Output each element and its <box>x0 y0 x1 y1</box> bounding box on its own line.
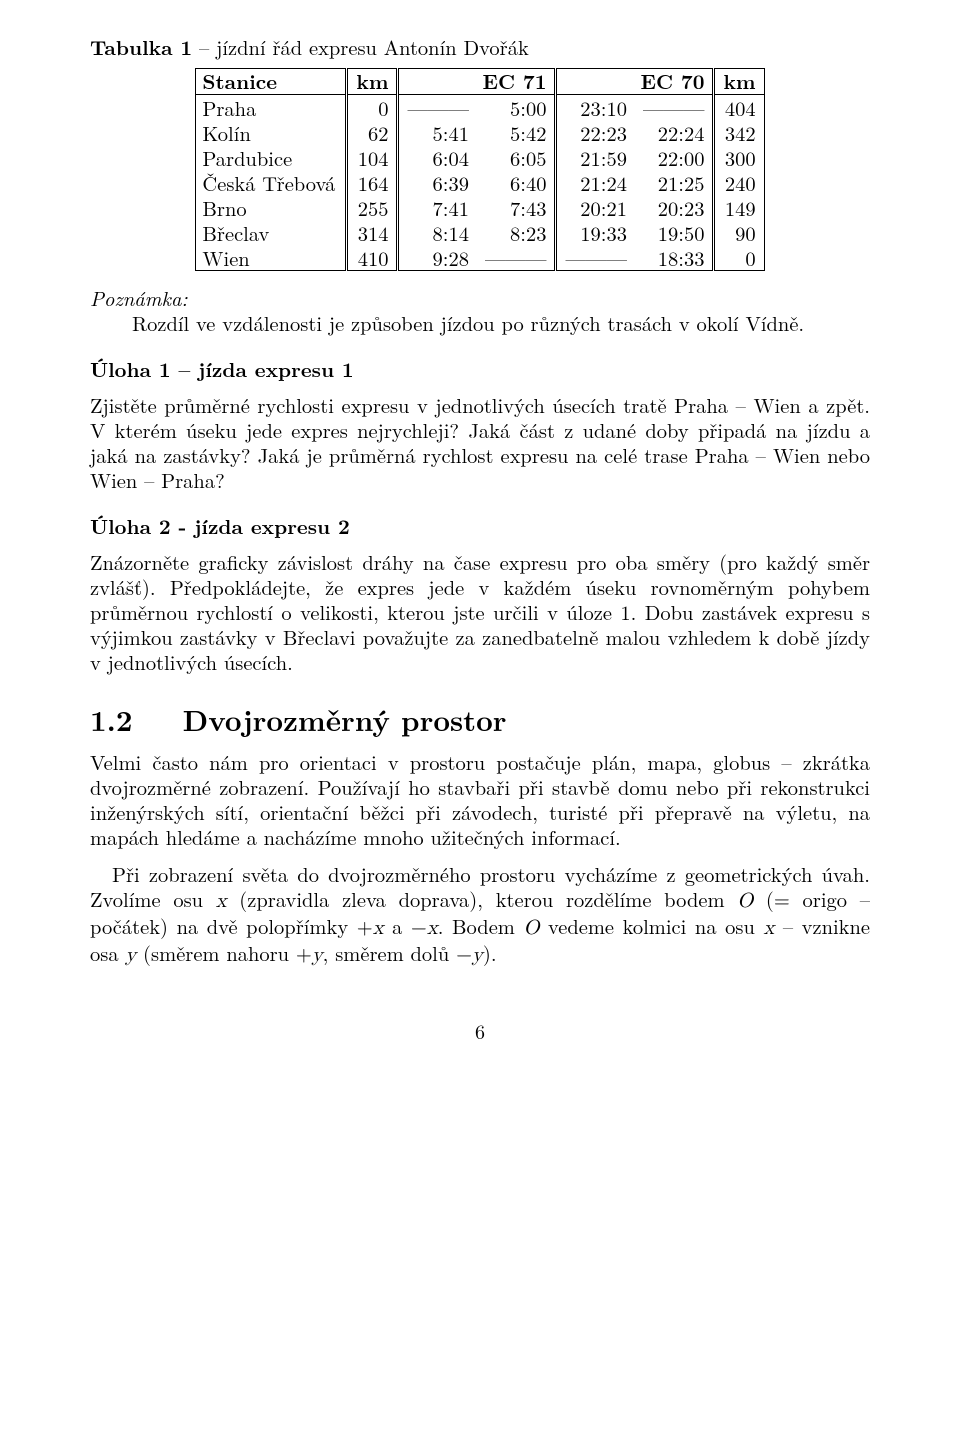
cell-ec70a: 20:21 <box>556 195 635 220</box>
p2-f: vedeme kolmici na osu <box>539 911 763 940</box>
uloha1-heading: Úloha 1 – jízda expresu 1 <box>90 357 870 382</box>
cell-ec71: 5:00 <box>477 95 556 121</box>
cell-ec71a: 6:04 <box>398 145 477 170</box>
p2-h: (směrem nahoru + <box>136 938 312 967</box>
th-stanice: Stanice <box>196 69 347 95</box>
p2-e: . Bodem <box>438 911 524 940</box>
section-title: Dvojrozměrný prostor <box>183 698 507 740</box>
cell-ec71a: 8:14 <box>398 220 477 245</box>
var-x: x <box>763 917 774 938</box>
table-row: Brno 255 7:41 7:43 20:21 20:23 149 <box>196 195 764 220</box>
uloha1-body: Zjistěte průměrné rychlosti expresu v je… <box>90 392 870 492</box>
cell-stanice: Břeclav <box>196 220 347 245</box>
th-km2: km <box>714 69 764 95</box>
cell-km1: 255 <box>347 195 398 220</box>
cell-km2: 342 <box>714 120 764 145</box>
cell-km2: 0 <box>714 245 764 271</box>
table-header-row: Stanice km EC 71 EC 70 km <box>196 69 764 95</box>
cell-km1: 0 <box>347 95 398 121</box>
th-ec70: EC 70 <box>556 69 714 95</box>
section-p1: Velmi často nám pro orientaci v prostoru… <box>90 749 870 849</box>
var-O: O <box>523 917 539 938</box>
var-x: x <box>427 917 438 938</box>
cell-km2: 240 <box>714 170 764 195</box>
cell-ec70d: 21:25 <box>635 170 714 195</box>
cell-ec71d: 5:42 <box>477 120 556 145</box>
note-block: Poznámka: Rozdíl ve vzdálenosti je způso… <box>90 285 870 335</box>
cell-km1: 62 <box>347 120 398 145</box>
cell-ec71a: 9:28 <box>398 245 477 271</box>
cell-stanice: Pardubice <box>196 145 347 170</box>
cell-dash: ——— <box>398 95 477 121</box>
table-row: Pardubice 104 6:04 6:05 21:59 22:00 300 <box>196 145 764 170</box>
table-caption: Tabulka 1 – jízdní řád expresu Antonín D… <box>90 34 870 60</box>
th-km1: km <box>347 69 398 95</box>
timetable: Stanice km EC 71 EC 70 km Praha 0 ——— 5:… <box>195 68 764 271</box>
cell-km1: 164 <box>347 170 398 195</box>
cell-km1: 410 <box>347 245 398 271</box>
cell-ec70d: 22:24 <box>635 120 714 145</box>
table-row: Kolín 62 5:41 5:42 22:23 22:24 342 <box>196 120 764 145</box>
cell-km1: 104 <box>347 145 398 170</box>
table-row: Břeclav 314 8:14 8:23 19:33 19:50 90 <box>196 220 764 245</box>
var-y: y <box>125 944 136 965</box>
table-row: Praha 0 ——— 5:00 23:10 ——— 404 <box>196 95 764 121</box>
var-y: y <box>472 944 483 965</box>
cell-km2: 90 <box>714 220 764 245</box>
cell-km1: 314 <box>347 220 398 245</box>
var-x: x <box>373 917 384 938</box>
cell-stanice: Praha <box>196 95 347 121</box>
section-number: 1.2 <box>90 698 133 740</box>
cell-ec70d: 20:23 <box>635 195 714 220</box>
cell-ec70: 23:10 <box>556 95 635 121</box>
cell-ec70d: 18:33 <box>635 245 714 271</box>
section-p2: Při zobrazení světa do dvojrozměrného pr… <box>90 861 870 967</box>
cell-ec70a: 21:59 <box>556 145 635 170</box>
var-x: x <box>216 890 227 911</box>
cell-ec71a: 6:39 <box>398 170 477 195</box>
table-caption-label: Tabulka 1 <box>90 33 192 62</box>
cell-stanice: Česká Třebová <box>196 170 347 195</box>
p2-d: a − <box>384 911 427 940</box>
cell-ec70a: 21:24 <box>556 170 635 195</box>
var-O: O <box>737 890 753 911</box>
note-body: Rozdíl ve vzdálenosti je způsoben jízdou… <box>132 310 870 335</box>
cell-stanice: Kolín <box>196 120 347 145</box>
cell-dash: ——— <box>635 95 714 121</box>
cell-ec70a: 22:23 <box>556 120 635 145</box>
cell-dash: ——— <box>477 245 556 271</box>
cell-km2: 300 <box>714 145 764 170</box>
p2-b: (zpravidla zleva doprava), kterou rozděl… <box>227 884 738 913</box>
cell-stanice: Wien <box>196 245 347 271</box>
cell-dash: ——— <box>556 245 635 271</box>
p2-j: ). <box>483 938 497 967</box>
table-caption-text: jízdní řád expresu Antonín Dvořák <box>216 32 529 61</box>
note-label: Poznámka: <box>90 285 870 310</box>
cell-km2: 149 <box>714 195 764 220</box>
p2-i: , směrem dolů − <box>323 938 472 967</box>
cell-ec71a: 5:41 <box>398 120 477 145</box>
cell-ec71d: 6:05 <box>477 145 556 170</box>
uloha2-heading: Úloha 2 - jízda expresu 2 <box>90 514 870 539</box>
cell-km2: 404 <box>714 95 764 121</box>
cell-ec71d: 7:43 <box>477 195 556 220</box>
th-ec71: EC 71 <box>398 69 556 95</box>
table-row: Česká Třebová 164 6:39 6:40 21:24 21:25 … <box>196 170 764 195</box>
cell-ec70a: 19:33 <box>556 220 635 245</box>
table-caption-sep: – <box>192 32 216 61</box>
var-y: y <box>312 944 323 965</box>
cell-ec70d: 22:00 <box>635 145 714 170</box>
cell-ec70d: 19:50 <box>635 220 714 245</box>
page: Tabulka 1 – jízdní řád expresu Antonín D… <box>0 0 960 1084</box>
cell-ec71d: 8:23 <box>477 220 556 245</box>
section-heading: 1.2 Dvojrozměrný prostor <box>90 702 870 737</box>
cell-ec71a: 7:41 <box>398 195 477 220</box>
page-number: 6 <box>90 1019 870 1043</box>
cell-stanice: Brno <box>196 195 347 220</box>
table-row: Wien 410 9:28 ——— ——— 18:33 0 <box>196 245 764 271</box>
uloha2-body: Znázorněte graficky závislost dráhy na č… <box>90 549 870 674</box>
cell-ec71d: 6:40 <box>477 170 556 195</box>
